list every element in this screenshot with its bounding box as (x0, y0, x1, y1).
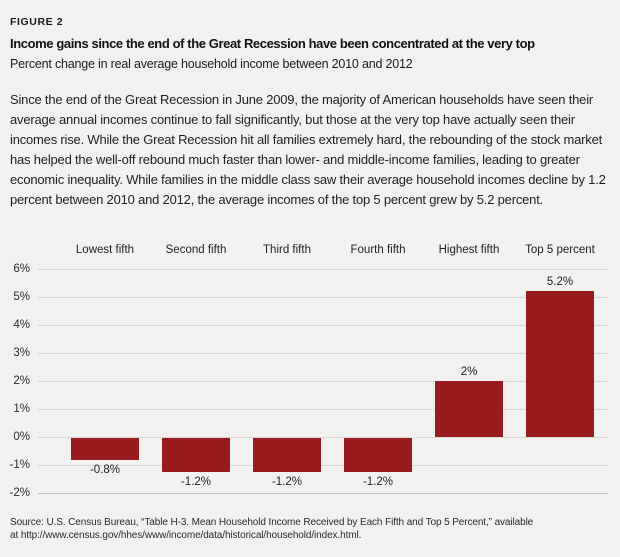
bar-value-label: -1.2% (180, 475, 212, 488)
bar (253, 438, 321, 472)
category-label: Fourth fifth (350, 244, 406, 256)
gridline (38, 493, 608, 494)
y-axis-tick-label: -1% (9, 459, 30, 471)
gridline (38, 381, 608, 382)
bar (162, 438, 230, 472)
bar (71, 438, 139, 461)
y-axis-tick-label: 3% (13, 347, 30, 359)
y-axis-tick-label: 0% (13, 431, 30, 443)
category-label: Lowest fifth (75, 244, 135, 256)
bar (344, 438, 412, 472)
figure-subtitle: Percent change in real average household… (10, 57, 413, 71)
bar (526, 291, 594, 437)
source-note-line1: Source: U.S. Census Bureau, “Table H-3. … (10, 517, 534, 528)
y-axis-tick-label: 4% (13, 319, 30, 331)
category-label: Second fifth (165, 244, 227, 256)
gridline (38, 353, 608, 354)
category-label: Top 5 percent (525, 244, 595, 256)
y-axis-tick-label: -2% (9, 487, 30, 499)
bar (435, 381, 503, 437)
y-axis-tick-label: 1% (13, 403, 30, 415)
gridline (38, 437, 608, 438)
y-axis-tick-label: 6% (13, 263, 30, 275)
bar-value-label: -0.8% (89, 464, 121, 477)
category-label: Highest fifth (438, 244, 500, 256)
gridline (38, 297, 608, 298)
gridline (38, 409, 608, 410)
gridline (38, 465, 608, 466)
y-axis-tick-label: 2% (13, 375, 30, 387)
figure-label: FIGURE 2 (10, 16, 64, 28)
bar-value-label: -1.2% (362, 475, 394, 488)
source-note: Source: U.S. Census Bureau, “Table H-3. … (10, 516, 610, 542)
bar-value-label: 5.2% (546, 276, 574, 289)
y-axis-tick-label: 5% (13, 291, 30, 303)
gridline (38, 325, 608, 326)
figure-body-paragraph: Since the end of the Great Recession in … (10, 92, 606, 207)
figure-title: Income gains since the end of the Great … (10, 36, 535, 51)
gridline (38, 269, 608, 270)
bar-value-label: 2% (460, 366, 478, 378)
bar-value-label: -1.2% (271, 475, 303, 488)
category-label: Third fifth (263, 244, 311, 256)
source-note-line2: at http://www.census.gov/hhes/www/income… (10, 530, 362, 541)
